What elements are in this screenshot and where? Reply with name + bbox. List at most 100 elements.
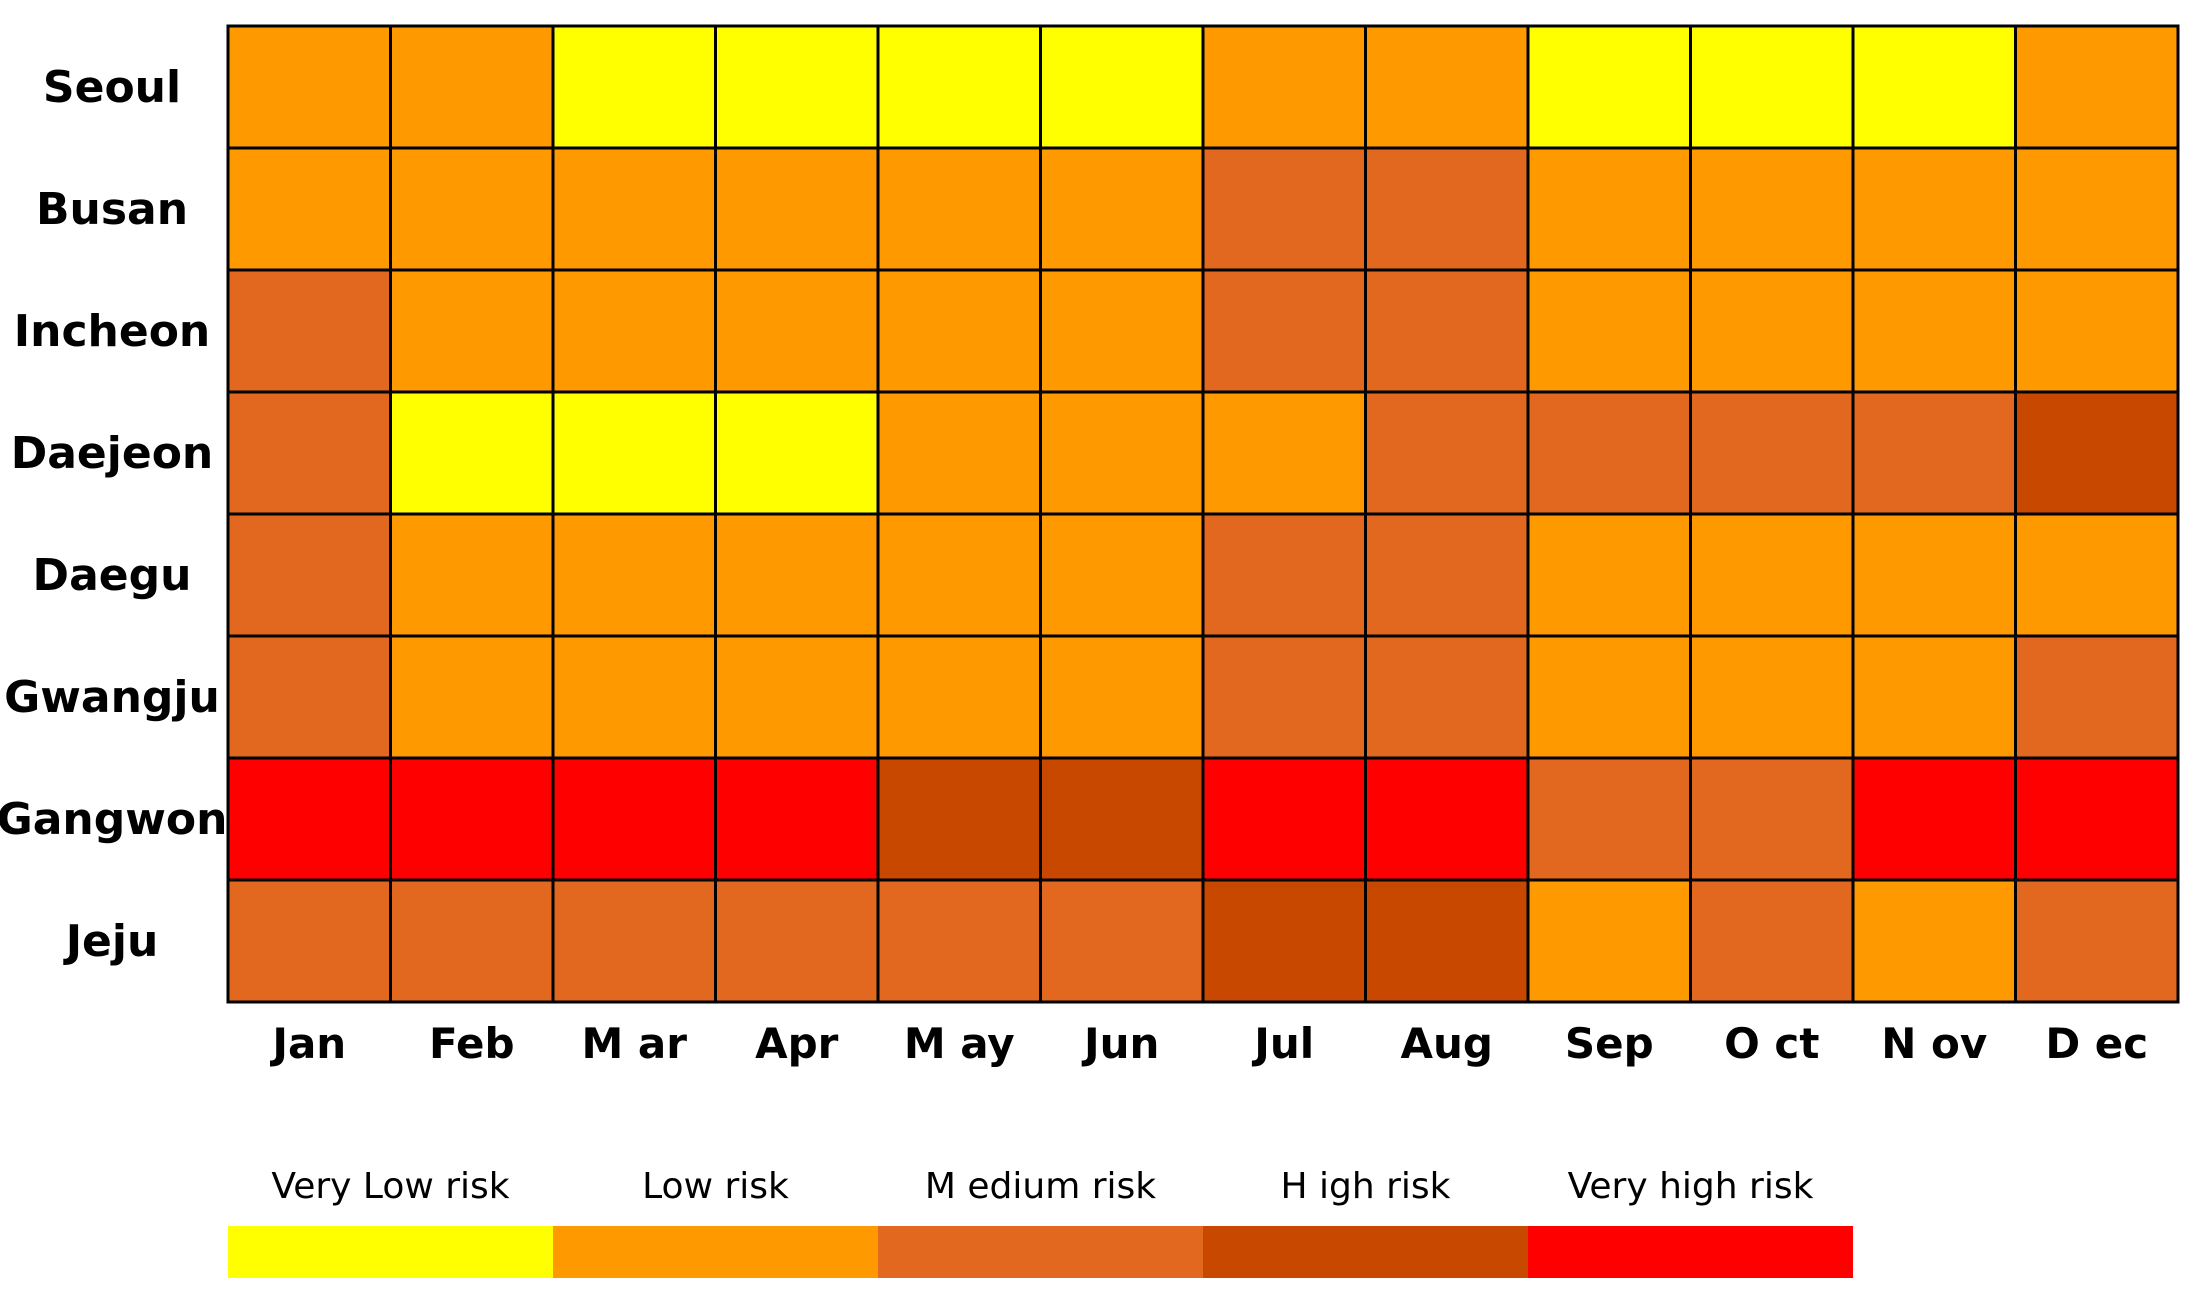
heatmap-cell-daegu-mar [551, 512, 717, 638]
heatmap-cell-gangwon-sep [1526, 756, 1692, 882]
heatmap-cell-busan-apr [714, 146, 880, 272]
legend-label-2: Low risk [642, 1166, 789, 1207]
heatmap-cell-gangwon-nov [1851, 756, 2017, 882]
heatmap-cell-gangwon-apr [714, 756, 880, 882]
heatmap-cell-daegu-jan [226, 512, 392, 638]
heatmap-cell-daejeon-jun [1039, 390, 1205, 516]
heatmap-cell-incheon-nov [1851, 268, 2017, 394]
heatmap-cell-seoul-jun [1039, 24, 1205, 150]
heatmap-cell-seoul-jan [226, 24, 392, 150]
heatmap-cell-gwangju-aug [1364, 634, 1530, 760]
heatmap-cell-seoul-sep [1526, 24, 1692, 150]
heatmap-cell-jeju-nov [1851, 878, 2017, 1004]
heatmap-cell-jeju-aug [1364, 878, 1530, 1004]
heatmap-cell-seoul-jul [1201, 24, 1367, 150]
column-label-jul: Jul [1251, 1019, 1314, 1068]
heatmap-cell-busan-sep [1526, 146, 1692, 272]
heatmap-cell-gangwon-feb [389, 756, 555, 882]
heatmap-cell-gwangju-jul [1201, 634, 1367, 760]
legend-swatch-3 [878, 1226, 1203, 1278]
heatmap-cells [226, 24, 2180, 1004]
heatmap-cell-daegu-oct [1689, 512, 1855, 638]
heatmap-cell-gwangju-feb [389, 634, 555, 760]
heatmap-cell-jeju-mar [551, 878, 717, 1004]
heatmap-cell-incheon-oct [1689, 268, 1855, 394]
legend-swatch-1 [228, 1226, 553, 1278]
heatmap-cell-gwangju-apr [714, 634, 880, 760]
legend-swatch-2 [553, 1226, 878, 1278]
heatmap-frame [226, 24, 2180, 1004]
row-label-jeju: Jeju [63, 916, 159, 967]
row-label-daegu: Daegu [33, 550, 192, 601]
column-labels: Jan Feb M ar Apr M ay Jun Jul Aug Sep O ct N ov D e… [269, 1019, 2148, 1068]
heatmap-cell-seoul-mar [551, 24, 717, 150]
heatmap-cell-gwangju-jan [226, 634, 392, 760]
legend-label-4: H igh risk [1280, 1166, 1450, 1207]
heatmap-cell-incheon-jul [1201, 268, 1367, 394]
column-label-may: M ay [904, 1019, 1015, 1068]
heatmap-cell-jeju-feb [389, 878, 555, 1004]
heatmap-cell-seoul-apr [714, 24, 880, 150]
heatmap-cell-gangwon-jun [1039, 756, 1205, 882]
heatmap-cell-daejeon-apr [714, 390, 880, 516]
heatmap-cell-busan-may [876, 146, 1042, 272]
heatmap-cell-jeju-jun [1039, 878, 1205, 1004]
heatmap-cell-daejeon-jan [226, 390, 392, 516]
heatmap-cell-jeju-sep [1526, 878, 1692, 1004]
heatmap-cell-gwangju-oct [1689, 634, 1855, 760]
legend-label-3: M edium risk [925, 1166, 1156, 1207]
heatmap-cell-incheon-feb [389, 268, 555, 394]
heatmap-cell-daejeon-nov [1851, 390, 2017, 516]
heatmap-cell-jeju-jan [226, 878, 392, 1004]
heatmap-cell-gangwon-dec [2014, 756, 2180, 882]
legend-label-5: Very high risk [1568, 1166, 1814, 1207]
heatmap-cell-gwangju-jun [1039, 634, 1205, 760]
heatmap-cell-daejeon-aug [1364, 390, 1530, 516]
heatmap-cell-busan-dec [2014, 146, 2180, 272]
heatmap-cell-busan-jan [226, 146, 392, 272]
row-label-gangwon: Gangwon [0, 794, 227, 845]
column-label-aug: Aug [1401, 1019, 1493, 1068]
heatmap-cell-jeju-may [876, 878, 1042, 1004]
heatmap-cell-incheon-dec [2014, 268, 2180, 394]
heatmap-cell-gangwon-jan [226, 756, 392, 882]
heatmap-cell-daegu-nov [1851, 512, 2017, 638]
heatmap-cell-daegu-may [876, 512, 1042, 638]
row-label-seoul: Seoul [43, 62, 181, 113]
heatmap-cell-daejeon-may [876, 390, 1042, 516]
heatmap-cell-daegu-jun [1039, 512, 1205, 638]
heatmap-cell-daejeon-oct [1689, 390, 1855, 516]
heatmap-cell-gangwon-jul [1201, 756, 1367, 882]
legend-swatches [228, 1226, 1853, 1278]
heatmap-cell-seoul-may [876, 24, 1042, 150]
column-label-nov: N ov [1881, 1019, 1987, 1068]
heatmap-cell-incheon-may [876, 268, 1042, 394]
heatmap-cell-gwangju-mar [551, 634, 717, 760]
legend: Very Low risk Low risk M edium risk H igh r… [228, 1166, 1853, 1278]
column-label-sep: Sep [1565, 1019, 1654, 1068]
heatmap-cell-jeju-dec [2014, 878, 2180, 1004]
heatmap-cell-jeju-oct [1689, 878, 1855, 1004]
legend-swatch-5 [1528, 1226, 1853, 1278]
row-label-gwangju: Gwangju [4, 672, 220, 723]
heatmap-cell-gwangju-nov [1851, 634, 2017, 760]
heatmap-cell-busan-aug [1364, 146, 1530, 272]
legend-labels: Very Low risk Low risk M edium risk H igh r… [271, 1166, 1813, 1207]
heatmap-cell-gwangju-dec [2014, 634, 2180, 760]
heatmap-cell-incheon-sep [1526, 268, 1692, 394]
heatmap-cell-seoul-aug [1364, 24, 1530, 150]
heatmap-cell-daejeon-dec [2014, 390, 2180, 516]
heatmap-cell-gangwon-aug [1364, 756, 1530, 882]
column-label-oct: O ct [1724, 1019, 1819, 1068]
column-label-apr: Apr [755, 1019, 839, 1068]
heatmap-cell-gangwon-may [876, 756, 1042, 882]
heatmap-cell-gangwon-mar [551, 756, 717, 882]
heatmap-cell-daegu-aug [1364, 512, 1530, 638]
heatmap-cell-jeju-jul [1201, 878, 1367, 1004]
heatmap-cell-incheon-jun [1039, 268, 1205, 394]
column-label-jan: Jan [269, 1019, 346, 1068]
heatmap-cell-busan-jun [1039, 146, 1205, 272]
heatmap-cell-daegu-apr [714, 512, 880, 638]
heatmap-cell-incheon-aug [1364, 268, 1530, 394]
